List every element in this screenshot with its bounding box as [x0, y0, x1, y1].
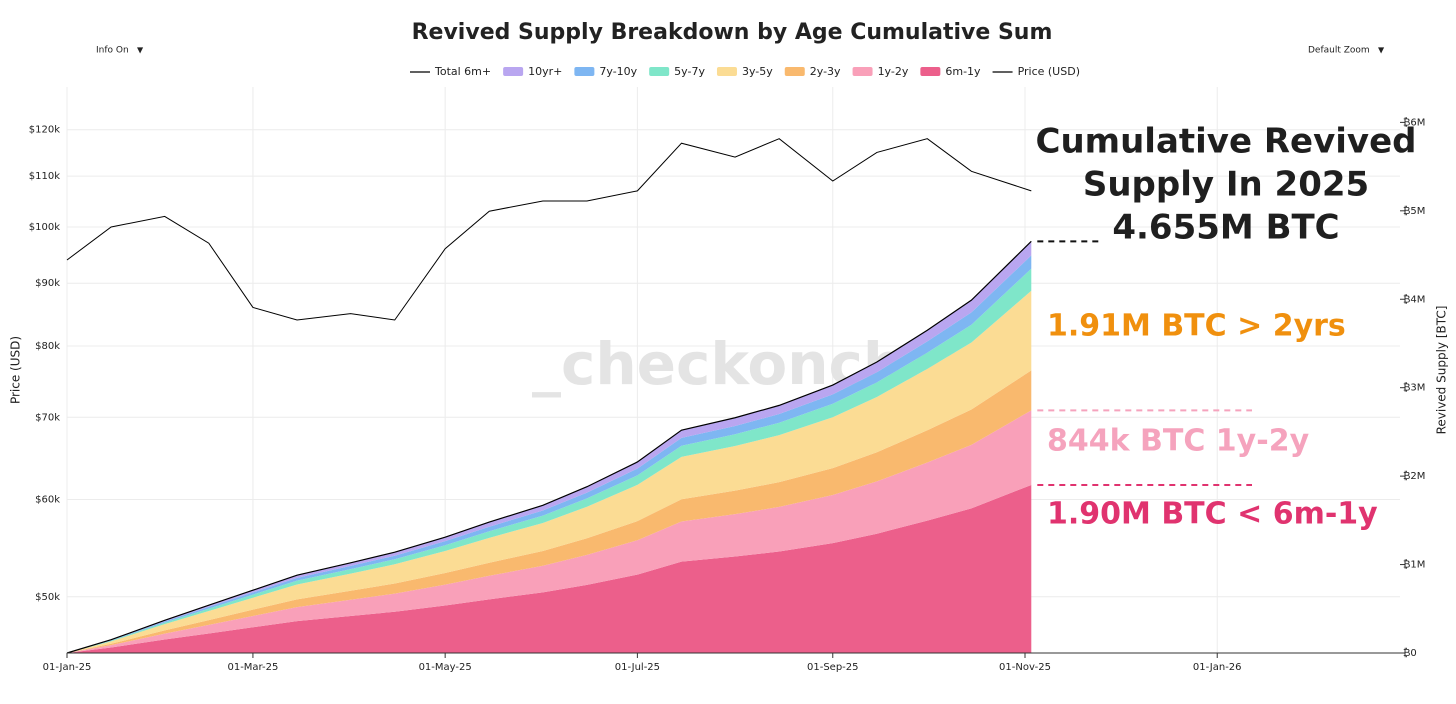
legend-label: Price (USD)	[1018, 65, 1080, 78]
x-tick-label: 01-May-25	[419, 662, 472, 673]
annotation: Supply In 2025	[1083, 165, 1369, 205]
x-tick-label: 01-Jan-25	[43, 662, 92, 673]
x-tick-label: 01-Mar-25	[227, 662, 278, 673]
legend-swatch	[784, 67, 805, 76]
legend-label: 10yr+	[528, 65, 562, 78]
y-axis-title: Price (USD)	[9, 336, 23, 404]
annotation: 1.91M BTC > 2yrs	[1047, 309, 1346, 344]
annotation: 844k BTC 1y-2y	[1047, 424, 1310, 459]
legend-swatch	[649, 67, 670, 76]
legend-label: 3y-5y	[742, 65, 773, 78]
y-tick-label: $60k	[35, 495, 60, 506]
y2-tick-label: ₿4M	[1403, 293, 1425, 305]
y2-tick-label: ₿0	[1403, 647, 1417, 659]
y-tick-label: $70k	[35, 412, 60, 423]
zoom-select[interactable]: Default Zoom	[1308, 46, 1370, 56]
legend-swatch	[574, 67, 595, 76]
y2-axis-title: Revived Supply [BTC]	[1435, 306, 1449, 435]
y-tick-label: $80k	[35, 341, 60, 352]
y-tick-label: $100k	[29, 222, 60, 233]
x-tick-label: 01-Jul-25	[615, 662, 660, 673]
y2-tick-label: ₿2M	[1403, 470, 1425, 482]
annotation: Cumulative Revived	[1036, 122, 1417, 162]
chart-title: Revived Supply Breakdown by Age Cumulati…	[412, 20, 1053, 45]
legend-swatch	[920, 67, 941, 76]
legend-label: 5y-7y	[674, 65, 705, 78]
y-tick-label: $120k	[29, 125, 60, 136]
line-8	[66, 138, 1032, 321]
y2-tick-label: ₿1M	[1403, 559, 1425, 571]
legend-label: 6m-1y	[945, 65, 981, 78]
legend-swatch	[503, 67, 524, 76]
annotation: 1.90M BTC < 6m-1y	[1047, 497, 1378, 532]
x-tick-label: 01-Sep-25	[807, 662, 859, 673]
y-tick-label: $110k	[29, 171, 60, 182]
legend-swatch	[716, 67, 737, 76]
area-6	[67, 410, 1032, 653]
info-toggle[interactable]: Info On	[96, 46, 129, 56]
y2-tick-label: ₿6M	[1403, 116, 1425, 128]
legend-label: 2y-3y	[810, 65, 841, 78]
y2-tick-label: ₿3M	[1403, 382, 1425, 394]
line-0	[66, 240, 1032, 654]
y-tick-label: $50k	[35, 592, 60, 603]
legend-label: Total 6m+	[434, 65, 491, 78]
dropdown-arrow[interactable]: ▼	[1378, 46, 1385, 55]
area-7	[67, 484, 1032, 653]
dropdown-arrow[interactable]: ▼	[137, 46, 144, 55]
y-tick-label: $90k	[35, 278, 60, 289]
x-tick-label: 01-Jan-26	[1193, 662, 1242, 673]
legend-swatch	[852, 67, 873, 76]
annotation: 4.655M BTC	[1112, 208, 1339, 248]
y2-tick-label: ₿5M	[1403, 205, 1425, 217]
x-tick-label: 01-Nov-25	[999, 662, 1051, 673]
legend-label: 7y-10y	[599, 65, 637, 78]
legend-label: 1y-2y	[878, 65, 909, 78]
